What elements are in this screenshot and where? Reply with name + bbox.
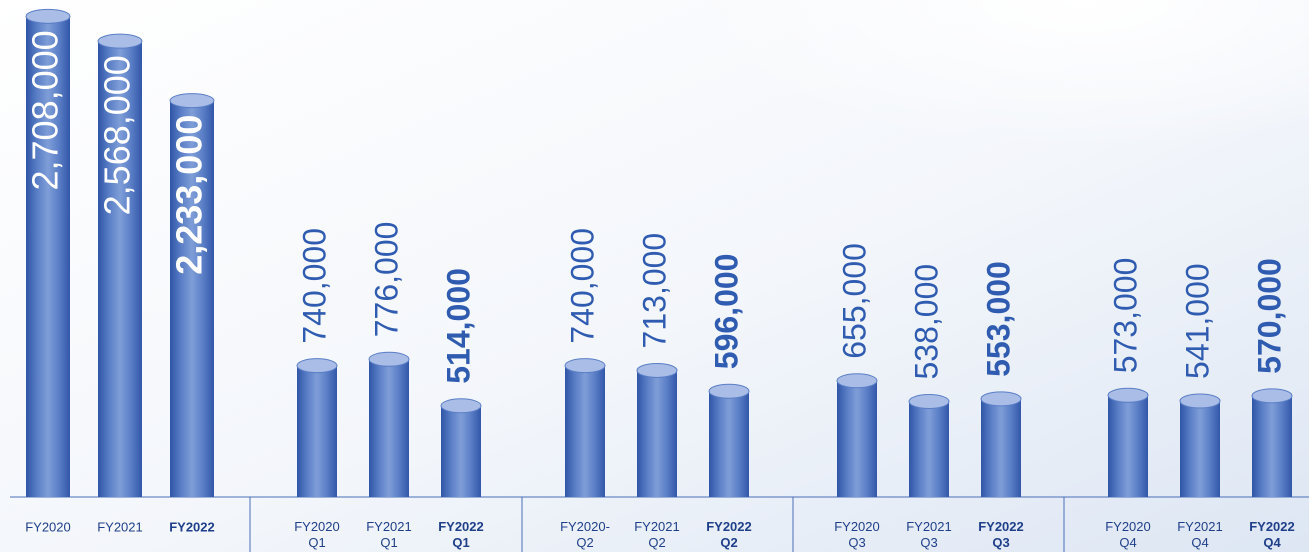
bar-cap [440, 398, 482, 414]
bar [25, 8, 71, 498]
bar-body [1108, 395, 1148, 497]
x-tick-label: FY2020 [25, 519, 71, 534]
value-label: 538,000 [908, 264, 944, 380]
x-tick-label: FY2021 [97, 519, 143, 534]
x-tick-label: FY2021 Q2 [634, 519, 680, 550]
bar [708, 383, 750, 497]
bar [1179, 393, 1221, 497]
value-label: 514,000 [440, 268, 476, 384]
bar-body [1180, 400, 1220, 497]
bar-body [297, 365, 337, 497]
bar-cap [97, 33, 143, 49]
bar-cap [836, 373, 878, 389]
bar-cap [25, 8, 71, 24]
bar-body [909, 401, 949, 497]
value-label: 2,568,000 [97, 55, 138, 215]
x-tick-label: FY2022 [169, 519, 215, 534]
bar [1107, 387, 1149, 497]
bar [97, 33, 143, 498]
value-label: 740,000 [296, 228, 332, 344]
bar-body [637, 370, 677, 497]
x-tick-label: FY2022 Q2 [706, 519, 752, 550]
bar [1251, 388, 1293, 497]
dividers [249, 497, 1065, 552]
bar-cap [368, 351, 410, 367]
bar [440, 398, 482, 497]
bar-body [981, 398, 1021, 497]
bar [368, 351, 410, 497]
bar-cap [1107, 387, 1149, 403]
bar-cap [296, 358, 338, 374]
x-tick-label: FY2020 Q4 [1105, 519, 1151, 550]
value-label: 2,233,000 [169, 115, 210, 275]
bar-cap [908, 394, 950, 410]
value-label: 553,000 [980, 261, 1016, 377]
bar [908, 394, 950, 497]
x-tick-label: FY2022 Q4 [1249, 519, 1295, 550]
bar [836, 373, 878, 497]
bar-body [170, 100, 214, 497]
bar-body [1252, 395, 1292, 497]
bar [980, 391, 1022, 497]
bar-body [98, 41, 142, 498]
value-label: 596,000 [708, 254, 744, 370]
bar-body [369, 359, 409, 497]
background-glow [500, 0, 1309, 300]
bar-body [709, 391, 749, 497]
x-tick-label: FY2020 Q1 [294, 519, 340, 550]
value-label: 541,000 [1179, 263, 1215, 379]
bar [169, 93, 215, 497]
x-tick-label: FY2022 Q1 [438, 519, 484, 550]
value-label: 570,000 [1251, 258, 1287, 374]
bar-body [441, 405, 481, 497]
x-tick-label: FY2022 Q3 [978, 519, 1024, 550]
bar-cap [564, 358, 606, 374]
bar-cap [1179, 393, 1221, 409]
x-tick-label: FY2021 Q1 [366, 519, 412, 550]
bar [636, 362, 678, 497]
value-label: 2,708,000 [25, 30, 66, 190]
value-label: 573,000 [1107, 258, 1143, 374]
x-tick-label: FY2020-Q2 [560, 519, 610, 550]
x-tick-label: FY2021 Q4 [1177, 519, 1223, 550]
value-label: 713,000 [636, 233, 672, 349]
x-tick-label: FY2021 Q3 [906, 519, 952, 550]
x-tick-label: FY2020 Q3 [834, 519, 880, 550]
bar-cap [1251, 388, 1293, 404]
bar-cap [708, 383, 750, 399]
bar-cap [169, 93, 215, 109]
value-label: 776,000 [368, 222, 404, 338]
bar-body [837, 380, 877, 497]
bar-cap [636, 362, 678, 378]
bar [296, 358, 338, 497]
bar-body [26, 16, 70, 498]
bar-body [565, 365, 605, 497]
value-label: 740,000 [564, 228, 600, 344]
bar-cap [980, 391, 1022, 407]
bar [564, 358, 606, 497]
value-label: 655,000 [836, 243, 872, 359]
